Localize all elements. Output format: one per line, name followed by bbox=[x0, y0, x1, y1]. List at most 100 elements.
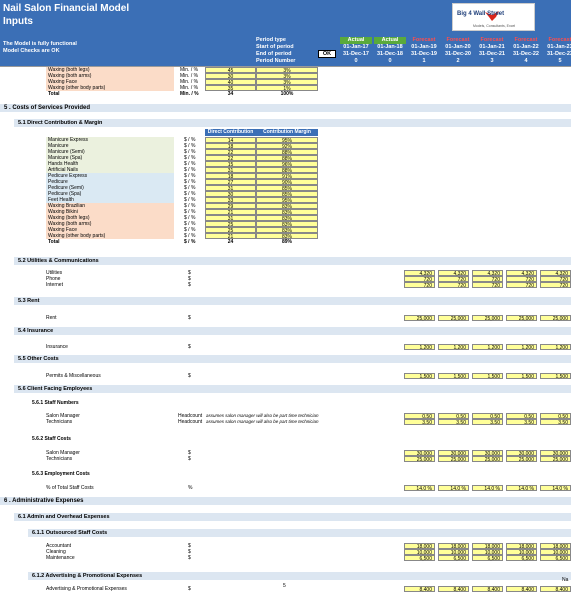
contribution-margin-cell[interactable]: 88% bbox=[256, 155, 318, 162]
contribution-margin-cell[interactable]: 83% bbox=[256, 203, 318, 210]
forecast-input-cell[interactable]: 1,500 bbox=[438, 373, 469, 380]
forecast-input-cell[interactable]: 4,320 bbox=[404, 270, 435, 277]
forecast-input-cell[interactable]: 1,500 bbox=[506, 373, 537, 380]
direct-contribution-cell[interactable]: 31 bbox=[205, 185, 256, 192]
forecast-input-cell[interactable]: 1,500 bbox=[540, 373, 571, 380]
contribution-margin-cell[interactable]: 92% bbox=[256, 143, 318, 150]
forecast-input-cell[interactable]: 8,400 bbox=[540, 586, 571, 593]
forecast-input-cell[interactable]: 14.0 % bbox=[404, 485, 435, 492]
forecast-input-cell[interactable]: 8,400 bbox=[438, 586, 469, 593]
contribution-margin-cell[interactable]: 90% bbox=[256, 179, 318, 186]
forecast-input-cell[interactable]: 1,500 bbox=[404, 373, 435, 380]
forecast-input-cell[interactable]: 720 bbox=[438, 282, 469, 289]
forecast-input-cell[interactable]: 25,000 bbox=[438, 456, 469, 463]
direct-contribution-cell[interactable]: 31 bbox=[205, 215, 256, 222]
contribution-margin-cell[interactable]: 95% bbox=[256, 137, 318, 144]
pct-input[interactable]: 3% bbox=[256, 67, 318, 74]
value-input[interactable]: 40 bbox=[205, 79, 256, 86]
forecast-input-cell[interactable]: 1,200 bbox=[540, 344, 571, 351]
forecast-input-cell[interactable]: 8,400 bbox=[472, 586, 503, 593]
forecast-input-cell[interactable]: 25,000 bbox=[472, 456, 503, 463]
forecast-input-cell[interactable]: 0.50 bbox=[472, 413, 503, 420]
contribution-margin-cell[interactable]: 91% bbox=[256, 173, 318, 180]
forecast-input-cell[interactable]: 30,000 bbox=[438, 450, 469, 457]
forecast-input-cell[interactable]: 4,320 bbox=[506, 270, 537, 277]
contribution-margin-cell[interactable]: 88% bbox=[256, 149, 318, 156]
value-input[interactable]: 30 bbox=[205, 73, 256, 80]
pct-input[interactable]: 1% bbox=[256, 85, 318, 92]
contribution-margin-cell[interactable]: 83% bbox=[256, 227, 318, 234]
forecast-input-cell[interactable]: 18,000 bbox=[438, 543, 469, 550]
direct-contribution-cell[interactable]: 30 bbox=[205, 191, 256, 198]
forecast-input-cell[interactable]: 14.0 % bbox=[506, 485, 537, 492]
forecast-input-cell[interactable]: 14.0 % bbox=[540, 485, 571, 492]
forecast-input-cell[interactable]: 18,000 bbox=[472, 543, 503, 550]
forecast-input-cell[interactable]: 25,000 bbox=[404, 456, 435, 463]
forecast-input-cell[interactable]: 1,200 bbox=[472, 344, 503, 351]
direct-contribution-cell[interactable]: 27 bbox=[205, 179, 256, 186]
forecast-input-cell[interactable]: 4,320 bbox=[472, 270, 503, 277]
forecast-input-cell[interactable]: 0.50 bbox=[404, 413, 435, 420]
forecast-input-cell[interactable]: 720 bbox=[404, 282, 435, 289]
forecast-input-cell[interactable]: 4,320 bbox=[438, 270, 469, 277]
forecast-input-cell[interactable]: 25,000 bbox=[540, 315, 571, 322]
forecast-input-cell[interactable]: 1,200 bbox=[438, 344, 469, 351]
contribution-margin-cell[interactable]: 95% bbox=[256, 197, 318, 204]
direct-contribution-cell[interactable]: 15 bbox=[205, 161, 256, 168]
contribution-margin-cell[interactable]: 83% bbox=[256, 221, 318, 228]
contribution-margin-cell[interactable]: 83% bbox=[256, 215, 318, 222]
forecast-input-cell[interactable]: 720 bbox=[472, 282, 503, 289]
forecast-input-cell[interactable]: 25,000 bbox=[506, 315, 537, 322]
pct-input[interactable]: 3% bbox=[256, 79, 318, 86]
direct-contribution-cell[interactable]: 18 bbox=[205, 143, 256, 150]
forecast-input-cell[interactable]: 18,000 bbox=[404, 543, 435, 550]
forecast-input-cell[interactable]: 8,400 bbox=[404, 586, 435, 593]
contribution-margin-cell[interactable]: 96% bbox=[256, 161, 318, 168]
value-input[interactable]: 35 bbox=[205, 85, 256, 92]
forecast-input-cell[interactable]: 0.50 bbox=[506, 413, 537, 420]
contribution-margin-cell[interactable]: 83% bbox=[256, 209, 318, 216]
forecast-input-cell[interactable]: 10,000 bbox=[472, 549, 503, 556]
direct-contribution-cell[interactable]: 29 bbox=[205, 203, 256, 210]
direct-contribution-cell[interactable]: 22 bbox=[205, 149, 256, 156]
forecast-input-cell[interactable]: 6,500 bbox=[540, 555, 571, 562]
forecast-input-cell[interactable]: 720 bbox=[540, 282, 571, 289]
direct-contribution-cell[interactable]: 18 bbox=[205, 173, 256, 180]
value-input[interactable]: 45 bbox=[205, 67, 256, 74]
contribution-margin-cell[interactable]: 83% bbox=[256, 233, 318, 240]
forecast-input-cell[interactable]: 1,500 bbox=[472, 373, 503, 380]
forecast-input-cell[interactable]: 14.0 % bbox=[438, 485, 469, 492]
forecast-input-cell[interactable]: 0.50 bbox=[438, 413, 469, 420]
forecast-input-cell[interactable]: 6,500 bbox=[438, 555, 469, 562]
direct-contribution-cell[interactable]: 21 bbox=[205, 209, 256, 216]
forecast-input-cell[interactable]: 1,200 bbox=[506, 344, 537, 351]
contribution-margin-cell[interactable]: 85% bbox=[256, 185, 318, 192]
direct-contribution-cell[interactable]: 21 bbox=[205, 233, 256, 240]
forecast-input-cell[interactable]: 3.50 bbox=[404, 419, 435, 426]
forecast-input-cell[interactable]: 720 bbox=[506, 276, 537, 283]
contribution-margin-cell[interactable]: 85% bbox=[256, 191, 318, 198]
forecast-input-cell[interactable]: 720 bbox=[472, 276, 503, 283]
forecast-input-cell[interactable]: 6,500 bbox=[506, 555, 537, 562]
forecast-input-cell[interactable]: 10,000 bbox=[404, 549, 435, 556]
direct-contribution-cell[interactable]: 14 bbox=[205, 137, 256, 144]
direct-contribution-cell[interactable]: 33 bbox=[205, 197, 256, 204]
pct-input[interactable]: 3% bbox=[256, 73, 318, 80]
forecast-input-cell[interactable]: 30,000 bbox=[472, 450, 503, 457]
forecast-input-cell[interactable]: 3.50 bbox=[506, 419, 537, 426]
forecast-input-cell[interactable]: 3.50 bbox=[438, 419, 469, 426]
forecast-input-cell[interactable]: 720 bbox=[438, 276, 469, 283]
forecast-input-cell[interactable]: 6,500 bbox=[472, 555, 503, 562]
forecast-input-cell[interactable]: 10,000 bbox=[438, 549, 469, 556]
forecast-input-cell[interactable]: 30,000 bbox=[404, 450, 435, 457]
forecast-input-cell[interactable]: 14.0 % bbox=[472, 485, 503, 492]
forecast-input-cell[interactable]: 3.50 bbox=[472, 419, 503, 426]
direct-contribution-cell[interactable]: 31 bbox=[205, 167, 256, 174]
forecast-input-cell[interactable]: 8,400 bbox=[506, 586, 537, 593]
forecast-input-cell[interactable]: 18,000 bbox=[506, 543, 537, 550]
forecast-input-cell[interactable]: 25,000 bbox=[404, 315, 435, 322]
forecast-input-cell[interactable]: 25,000 bbox=[506, 456, 537, 463]
forecast-input-cell[interactable]: 6,500 bbox=[404, 555, 435, 562]
forecast-input-cell[interactable]: 1,200 bbox=[404, 344, 435, 351]
forecast-input-cell[interactable]: 25,000 bbox=[472, 315, 503, 322]
